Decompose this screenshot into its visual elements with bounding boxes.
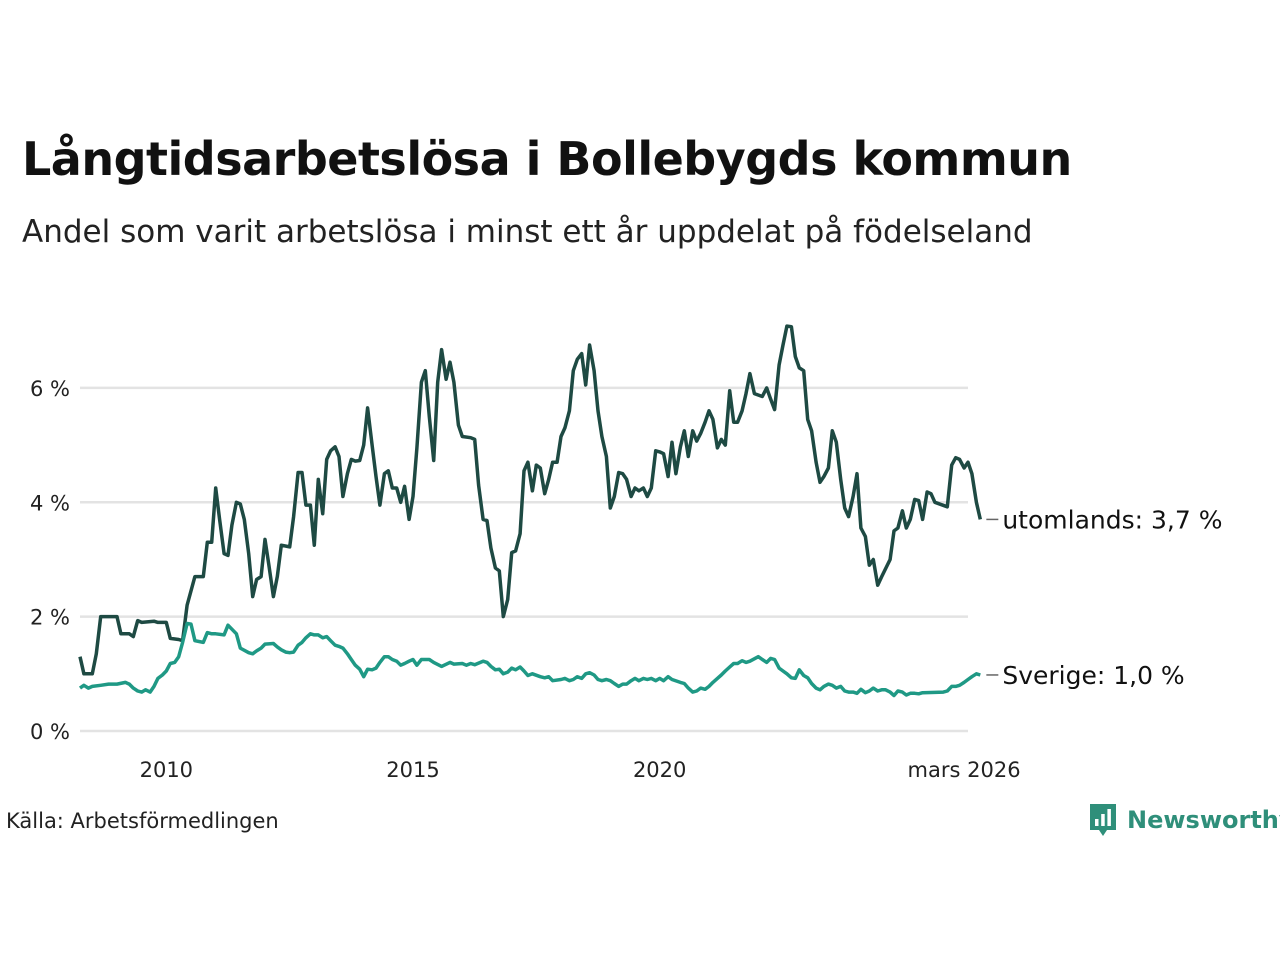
brand-name: Newsworthy — [1127, 806, 1280, 834]
chart-title: Långtidsarbetslösa i Bollebygds kommun — [22, 132, 1072, 186]
series-line-utomlands — [78, 324, 983, 676]
series-end-labels: utomlands: 3,7 % Sverige: 1,0 % — [986, 505, 1222, 690]
series-line-sverige — [78, 621, 981, 698]
newsworthy-logo-icon — [1090, 804, 1116, 836]
y-tick-label: 0 % — [30, 720, 70, 744]
grid-lines — [80, 386, 968, 733]
brand-logo[interactable]: Newsworthy — [1088, 802, 1280, 838]
x-tick-label: mars 2026 — [908, 758, 1021, 782]
chart-subtitle: Andel som varit arbetslösa i minst ett å… — [22, 214, 1033, 250]
x-axis: 2010 2015 2020 mars 2026 — [140, 758, 1021, 782]
y-tick-label: 2 % — [30, 606, 70, 630]
source-note: Källa: Arbetsförmedlingen — [6, 809, 279, 833]
y-axis: 0 % 2 % 4 % 6 % — [30, 377, 70, 744]
x-tick-label: 2015 — [386, 758, 439, 782]
end-label-utomlands: utomlands: 3,7 % — [1002, 505, 1222, 534]
series-lines — [78, 324, 983, 698]
x-tick-label: 2010 — [140, 758, 193, 782]
y-tick-label: 4 % — [30, 491, 70, 515]
x-tick-label: 2020 — [633, 758, 686, 782]
y-tick-label: 6 % — [30, 377, 70, 401]
end-label-sverige: Sverige: 1,0 % — [1002, 661, 1184, 690]
